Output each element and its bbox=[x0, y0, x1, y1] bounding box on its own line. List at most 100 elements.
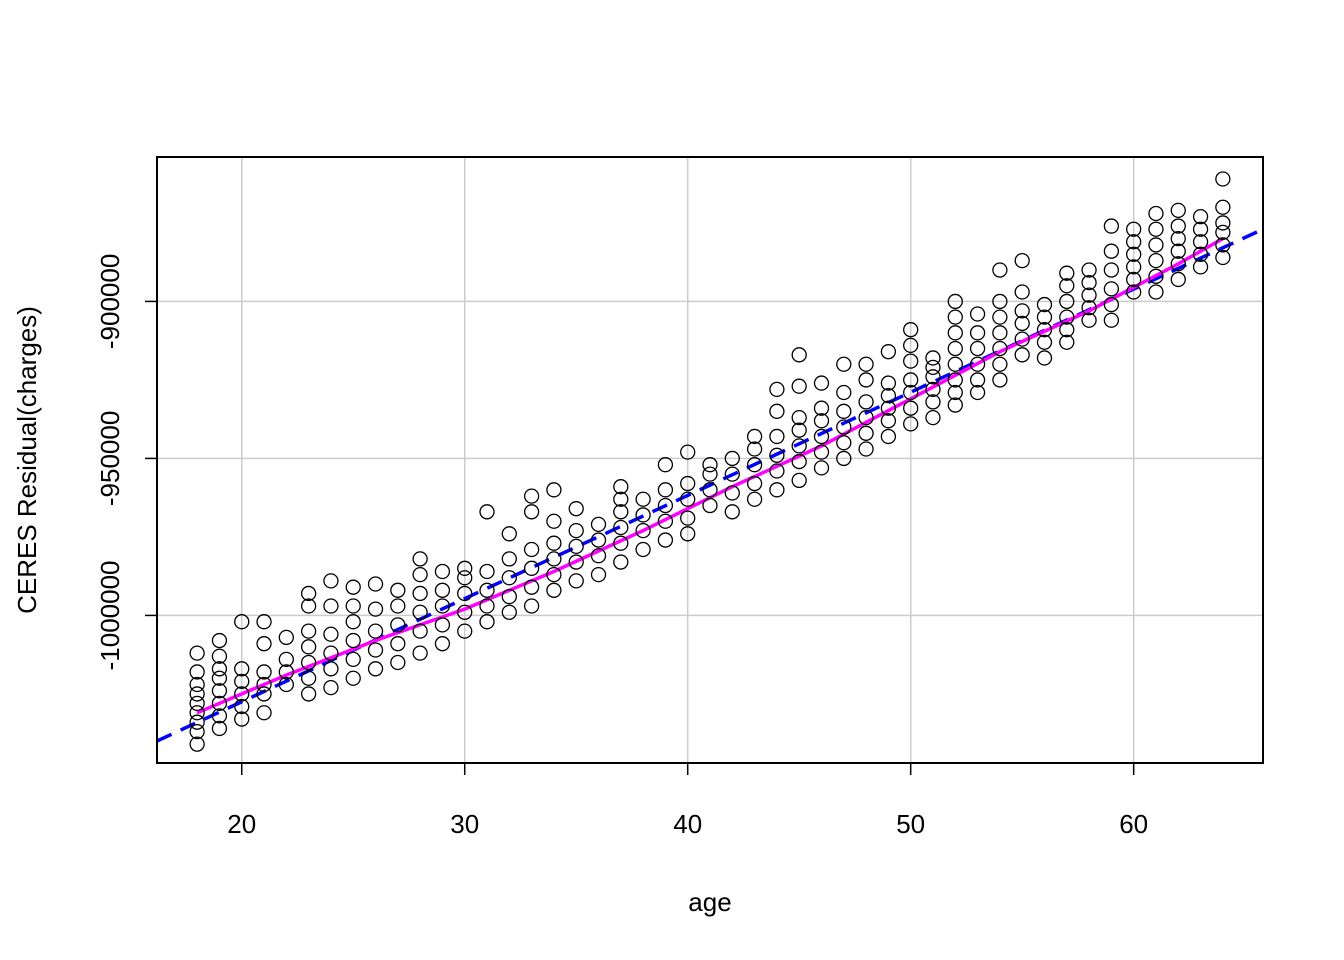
grid-lines bbox=[157, 157, 1263, 763]
data-point bbox=[434, 563, 451, 580]
data-point bbox=[189, 664, 205, 680]
data-point bbox=[791, 453, 807, 470]
data-point bbox=[702, 466, 718, 482]
data-point bbox=[412, 604, 428, 620]
data-point bbox=[1215, 237, 1231, 253]
data-point bbox=[791, 422, 807, 438]
data-point bbox=[903, 372, 919, 388]
data-point bbox=[390, 582, 406, 598]
data-point bbox=[211, 632, 228, 649]
data-point bbox=[546, 582, 562, 598]
data-point bbox=[769, 482, 785, 498]
data-point bbox=[1081, 300, 1097, 316]
data-point bbox=[189, 736, 205, 752]
data-point bbox=[1081, 287, 1097, 303]
data-point bbox=[1103, 296, 1120, 313]
data-point bbox=[992, 293, 1008, 310]
data-point bbox=[412, 623, 428, 639]
data-point bbox=[278, 629, 294, 646]
data-point bbox=[635, 541, 651, 558]
data-point bbox=[1081, 262, 1097, 278]
data-point bbox=[1215, 171, 1231, 187]
data-point bbox=[234, 686, 250, 702]
data-point bbox=[791, 347, 807, 363]
data-point bbox=[300, 585, 317, 602]
data-point bbox=[858, 441, 874, 457]
data-point bbox=[880, 428, 897, 445]
data-point bbox=[300, 623, 317, 639]
data-point bbox=[613, 554, 629, 570]
data-point bbox=[479, 582, 495, 598]
data-point bbox=[813, 444, 830, 460]
data-point bbox=[1059, 322, 1075, 338]
data-point bbox=[568, 501, 584, 517]
data-point bbox=[680, 444, 696, 460]
data-point bbox=[323, 573, 339, 589]
data-point bbox=[546, 551, 562, 567]
data-point bbox=[992, 262, 1008, 278]
data-point bbox=[746, 475, 763, 492]
data-point bbox=[746, 457, 763, 473]
data-point bbox=[501, 570, 517, 586]
data-point bbox=[903, 384, 919, 401]
data-point bbox=[457, 585, 473, 602]
data-point bbox=[256, 614, 272, 630]
data-point bbox=[278, 664, 294, 680]
data-point bbox=[724, 450, 740, 467]
data-point bbox=[969, 325, 986, 341]
data-point bbox=[390, 636, 406, 652]
data-point bbox=[523, 560, 540, 576]
data-point bbox=[724, 485, 740, 501]
data-point bbox=[345, 651, 361, 668]
data-point bbox=[836, 403, 852, 419]
data-point bbox=[412, 551, 428, 567]
data-point bbox=[523, 541, 540, 558]
data-point bbox=[479, 504, 495, 520]
data-point bbox=[925, 350, 941, 366]
data-point bbox=[1170, 256, 1186, 272]
data-point bbox=[590, 566, 607, 583]
data-point bbox=[523, 488, 540, 504]
data-point bbox=[947, 309, 963, 325]
data-point bbox=[1014, 284, 1030, 300]
data-point bbox=[546, 535, 562, 551]
data-point bbox=[680, 491, 696, 507]
data-point bbox=[501, 588, 517, 605]
data-point bbox=[300, 686, 317, 702]
data-point bbox=[1103, 312, 1120, 328]
data-point bbox=[702, 497, 718, 514]
data-point bbox=[457, 560, 473, 576]
x-tick-label: 40 bbox=[673, 809, 702, 839]
data-point bbox=[1215, 215, 1231, 231]
data-point bbox=[1081, 274, 1097, 291]
data-point bbox=[1170, 218, 1186, 234]
data-point bbox=[1126, 259, 1142, 275]
data-point bbox=[501, 526, 517, 542]
data-point bbox=[724, 466, 740, 482]
data-point bbox=[300, 670, 317, 686]
data-point bbox=[345, 598, 361, 614]
data-point bbox=[1126, 271, 1142, 288]
y-axis-label: CERES Residual(charges) bbox=[12, 306, 42, 614]
data-point bbox=[1148, 268, 1164, 284]
data-point bbox=[189, 676, 205, 693]
data-point bbox=[390, 617, 406, 633]
data-point bbox=[457, 623, 473, 639]
data-point bbox=[568, 554, 584, 570]
data-point bbox=[234, 698, 250, 715]
data-point bbox=[858, 356, 874, 372]
data-point bbox=[769, 463, 785, 479]
data-point bbox=[702, 482, 718, 498]
data-point bbox=[925, 369, 941, 385]
data-point bbox=[323, 679, 339, 696]
data-point bbox=[1014, 252, 1030, 269]
data-point bbox=[992, 340, 1008, 357]
data-point bbox=[1059, 265, 1075, 281]
data-point bbox=[1215, 199, 1231, 215]
data-point bbox=[523, 504, 540, 520]
smooth-fit-line bbox=[196, 237, 1224, 715]
data-point bbox=[680, 510, 696, 526]
data-point bbox=[412, 566, 428, 583]
data-point bbox=[211, 670, 228, 686]
y-tick-label: -950000 bbox=[95, 411, 125, 506]
